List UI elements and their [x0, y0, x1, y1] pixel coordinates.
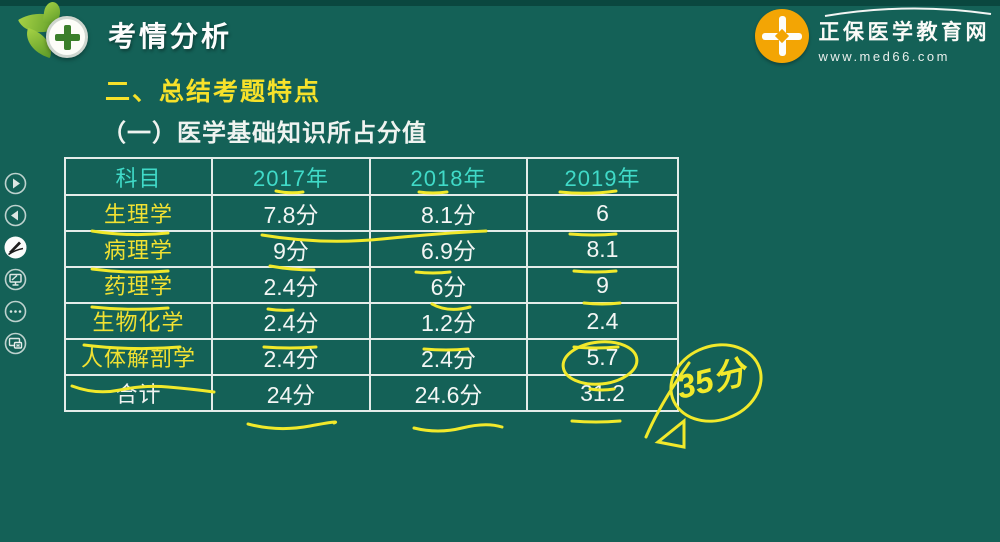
brand-left: 考情分析: [18, 0, 233, 66]
score-cell: 8.1分: [369, 194, 528, 232]
score-cell: 6分: [369, 266, 528, 304]
top-shade-strip: [0, 0, 1000, 6]
subject-cell: 合计: [64, 374, 213, 412]
triangle-right-icon: [4, 172, 27, 195]
header-cell-2018: 2018年: [369, 157, 528, 196]
med66-logo-icon: [754, 9, 809, 63]
subject-cell: 药理学: [64, 266, 213, 304]
brand-right: 正保医学教育网 www.med66.com: [754, 7, 991, 64]
pen-icon: [4, 236, 27, 259]
header-cell-subject: 科目: [64, 157, 213, 196]
prev-page-button[interactable]: [4, 204, 27, 227]
screen-share-button[interactable]: [4, 332, 27, 355]
score-cell: 24.6分: [369, 374, 528, 412]
screens-icon: [4, 332, 27, 355]
score-cell: 2.4分: [211, 266, 371, 304]
header-cell-2017: 2017年: [211, 157, 371, 196]
header-cell-2019: 2019年: [526, 157, 679, 196]
brand-url: www.med66.com: [818, 49, 950, 64]
score-cell: 1.2分: [369, 302, 528, 340]
score-cell: 7.8分: [211, 194, 371, 232]
subject-cell: 人体解剖学: [64, 338, 213, 376]
score-cell: 2.4分: [369, 338, 528, 376]
brand-name: 正保医学教育网: [818, 21, 990, 44]
more-options-button[interactable]: [4, 300, 27, 323]
score-cell: 2.4分: [211, 302, 371, 340]
score-cell: 9: [526, 266, 679, 304]
score-cell: 8.1: [526, 230, 679, 268]
score-cell: 9分: [211, 230, 371, 268]
score-cell: 2.4分: [211, 338, 371, 376]
subject-cell: 生理学: [64, 194, 213, 232]
player-toolbar: [4, 172, 27, 355]
score-cell: 6.9分: [369, 230, 528, 268]
triangle-left-icon: [4, 204, 27, 227]
page-title: 考情分析: [108, 21, 233, 52]
score-cell: 31.2: [526, 374, 679, 412]
score-cell: 5.7: [526, 338, 679, 376]
table-row: 人体解剖学 2.4分 2.4分 5.7: [64, 338, 679, 376]
annotation-text: 35分: [673, 352, 753, 406]
table-row-total: 合计 24分 24.6分 31.2: [64, 374, 679, 412]
section-title: 二、总结考题特点: [105, 78, 322, 106]
table-row: 生理学 7.8分 8.1分 6: [64, 194, 679, 232]
score-cell: 6: [526, 194, 679, 232]
subject-cell: 病理学: [64, 230, 213, 268]
leaf-cross-logo-icon: [18, 0, 92, 66]
subject-cell: 生物化学: [64, 302, 213, 340]
table-header-row: 科目 2017年 2018年 2019年: [64, 157, 679, 196]
subsection-title: （一）医学基础知识所占分值: [102, 120, 427, 147]
table-row: 生物化学 2.4分 1.2分 2.4: [64, 302, 679, 340]
score-cell: 24分: [211, 374, 371, 412]
whiteboard-button[interactable]: [4, 268, 27, 291]
score-cell: 2.4: [526, 302, 679, 340]
table-row: 药理学 2.4分 6分 9: [64, 266, 679, 304]
ellipsis-icon: [4, 300, 27, 323]
monitor-icon: [4, 268, 27, 291]
next-page-button[interactable]: [4, 172, 27, 195]
arc-decoration: [824, 7, 991, 17]
table-row: 病理学 9分 6.9分 8.1: [64, 230, 679, 268]
score-table: 科目 2017年 2018年 2019年 生理学 7.8分 8.1分 6 病理学…: [64, 157, 679, 412]
pen-tool-button[interactable]: [4, 236, 27, 259]
